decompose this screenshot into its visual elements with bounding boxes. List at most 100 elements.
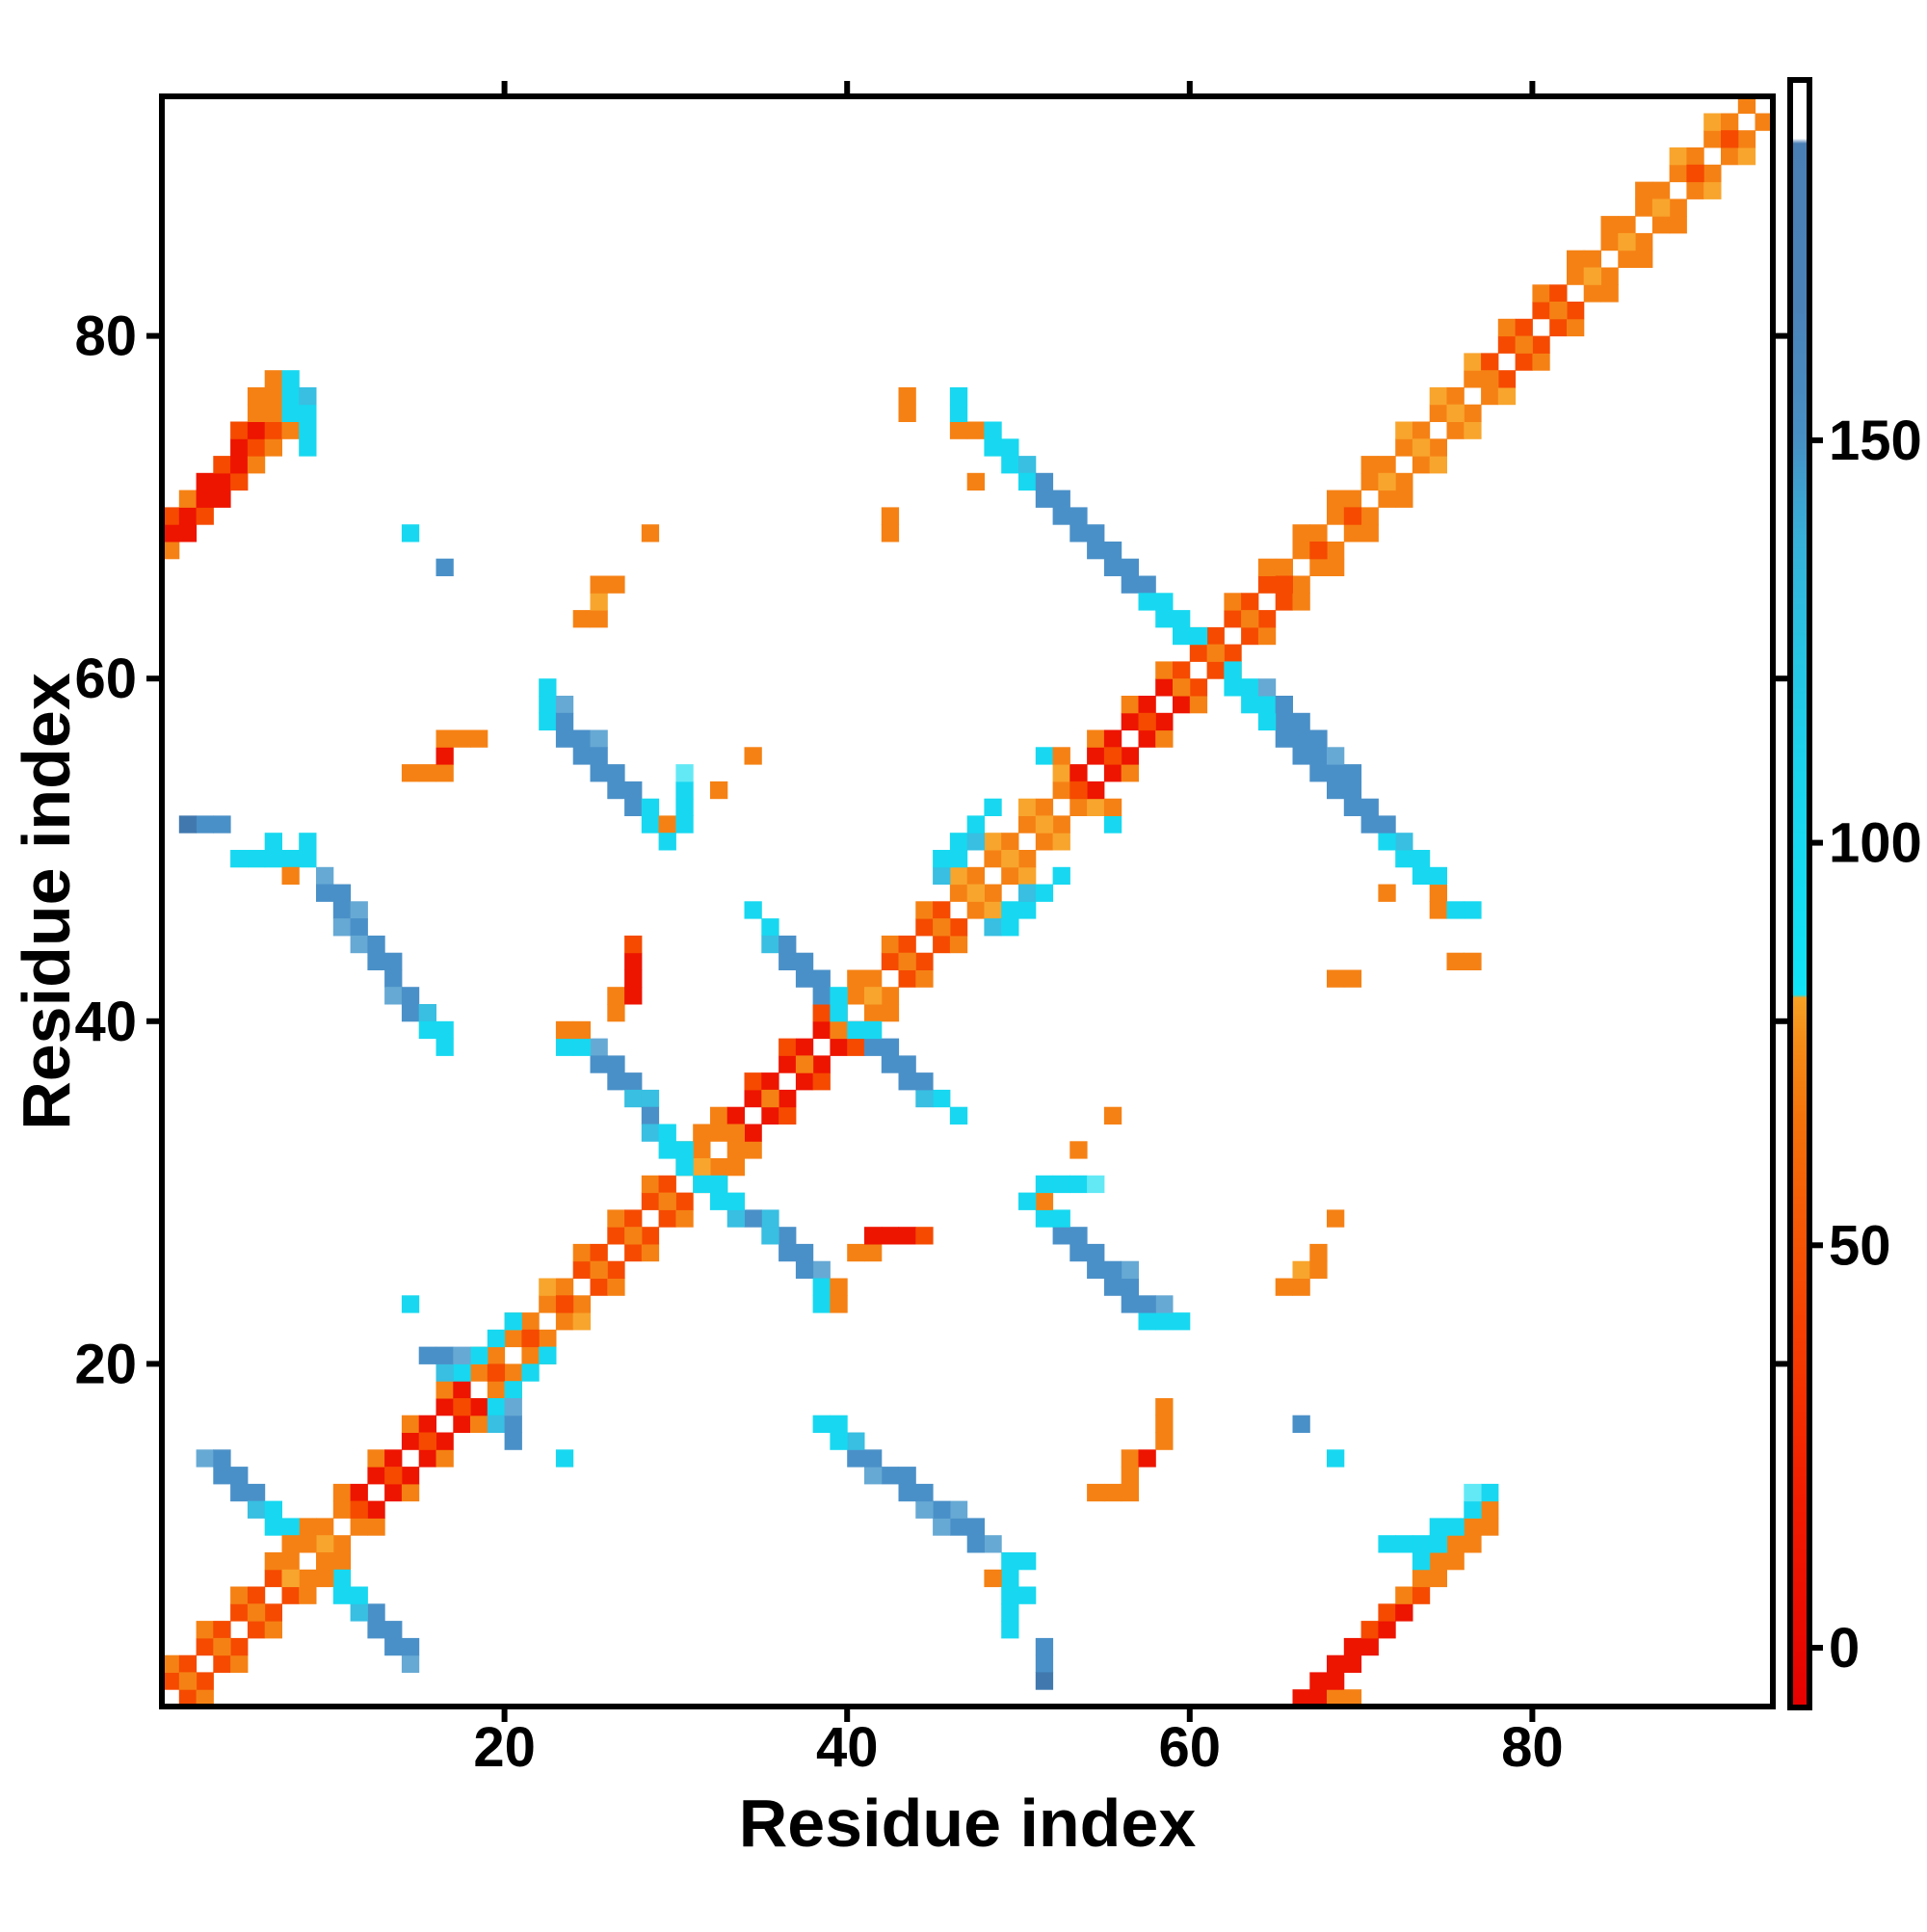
heatmap-cell	[1103, 764, 1122, 782]
heatmap-cell	[864, 1020, 883, 1040]
heatmap-cell	[555, 1449, 574, 1468]
heatmap-cell	[1532, 353, 1550, 371]
heatmap-cell	[590, 747, 608, 765]
heatmap-cell	[1327, 507, 1345, 525]
heatmap-cell	[1327, 1654, 1345, 1673]
heatmap-cell	[436, 1381, 454, 1399]
heatmap-cell	[812, 1278, 831, 1296]
heatmap-cell	[230, 1637, 249, 1656]
heatmap-cell	[196, 490, 214, 508]
heatmap-cell	[1103, 542, 1122, 560]
heatmap-cell	[1035, 884, 1054, 902]
heatmap-cell	[607, 1209, 625, 1228]
heatmap-cell	[230, 472, 249, 491]
heatmap-cell	[761, 1227, 779, 1245]
heatmap-cell	[1121, 1295, 1139, 1313]
heatmap-cell	[761, 1072, 779, 1091]
heatmap-cell	[555, 1278, 574, 1296]
heatmap-cell	[847, 1243, 865, 1262]
heatmap-cell	[1429, 901, 1447, 919]
heatmap-cell	[881, 1467, 900, 1485]
heatmap-cell	[1327, 764, 1345, 782]
heatmap-cell	[1173, 661, 1191, 679]
heatmap-cell	[693, 1175, 711, 1194]
heatmap-cell	[1481, 370, 1499, 388]
heatmap-cell	[726, 1124, 745, 1142]
heatmap-cell	[1378, 456, 1396, 474]
heatmap-cell	[453, 729, 471, 748]
heatmap-cell	[1515, 335, 1533, 354]
heatmap-cell	[418, 1020, 436, 1040]
heatmap-cell	[847, 1038, 865, 1056]
heatmap-cell	[966, 833, 985, 851]
heatmap-cell	[436, 1432, 454, 1450]
heatmap-cell	[1224, 661, 1242, 679]
heatmap-cell	[830, 1432, 848, 1450]
heatmap-cell	[281, 370, 300, 388]
heatmap-cell	[350, 1586, 368, 1604]
heatmap-cell	[350, 1483, 368, 1502]
heatmap-cell	[1412, 1552, 1431, 1571]
heatmap-cell	[1052, 1227, 1070, 1245]
heatmap-cell	[915, 1089, 934, 1108]
heatmap-cell	[949, 421, 968, 439]
heatmap-cell	[1327, 542, 1345, 560]
heatmap-cell	[812, 1020, 831, 1040]
heatmap-cell	[487, 1381, 506, 1399]
heatmap-cell	[658, 833, 676, 851]
heatmap-cell	[1035, 833, 1054, 851]
heatmap-cell	[332, 1586, 352, 1604]
heatmap-cell	[779, 1106, 797, 1125]
heatmap-cell	[864, 969, 883, 988]
heatmap-cell	[1395, 490, 1413, 508]
heatmap-cell	[1429, 866, 1447, 886]
heatmap-cell	[332, 1483, 352, 1502]
heatmap-cell	[230, 1467, 249, 1485]
heatmap-cell	[1429, 1535, 1447, 1553]
heatmap-cell	[1121, 1467, 1139, 1485]
heatmap-cell	[1103, 1278, 1122, 1296]
heatmap-cell	[864, 1004, 883, 1022]
heatmap-cell	[1206, 661, 1225, 679]
heatmap-cell	[384, 1449, 403, 1468]
heatmap-cell	[504, 1312, 522, 1331]
heatmap-cell	[1309, 1243, 1328, 1262]
heatmap-cell	[264, 404, 282, 422]
heatmap-cell	[436, 558, 454, 576]
heatmap-cell	[1360, 1637, 1379, 1656]
heatmap-cell	[881, 1038, 900, 1056]
heatmap-cell	[178, 1689, 198, 1707]
heatmap-cell	[401, 1483, 420, 1502]
heatmap-cell	[1001, 1603, 1019, 1622]
heatmap-cell	[1600, 216, 1619, 234]
heatmap-cell	[1241, 626, 1259, 646]
heatmap-cell	[162, 542, 180, 560]
heatmap-cell	[675, 781, 694, 800]
heatmap-cell	[1583, 267, 1601, 285]
heatmap-cell	[795, 1260, 814, 1279]
heatmap-cell	[1292, 575, 1310, 594]
heatmap-cell	[1173, 1312, 1191, 1331]
heatmap-cell	[281, 1586, 300, 1604]
heatmap-cell	[230, 850, 249, 868]
heatmap-cell	[264, 1500, 282, 1519]
heatmap-cell	[1360, 815, 1379, 834]
heatmap-cell	[984, 918, 1002, 937]
heatmap-cell	[418, 1432, 436, 1450]
heatmap-cell	[1618, 216, 1636, 234]
heatmap-cell	[1018, 1552, 1037, 1571]
heatmap-cell	[1515, 318, 1533, 337]
heatmap-cell	[230, 421, 249, 439]
heatmap-cell	[247, 1603, 266, 1622]
heatmap-cell	[864, 1467, 883, 1485]
heatmap-cell	[1343, 798, 1362, 816]
heatmap-cell	[1069, 798, 1088, 816]
heatmap-cell	[350, 918, 368, 937]
heatmap-cell	[332, 918, 352, 937]
heatmap-cell	[864, 1227, 883, 1245]
heatmap-cell	[984, 1569, 1002, 1588]
heatmap-cell	[624, 1209, 643, 1228]
heatmap-cell	[539, 1278, 557, 1296]
heatmap-cell	[572, 1038, 591, 1056]
heatmap-cell	[881, 524, 900, 543]
